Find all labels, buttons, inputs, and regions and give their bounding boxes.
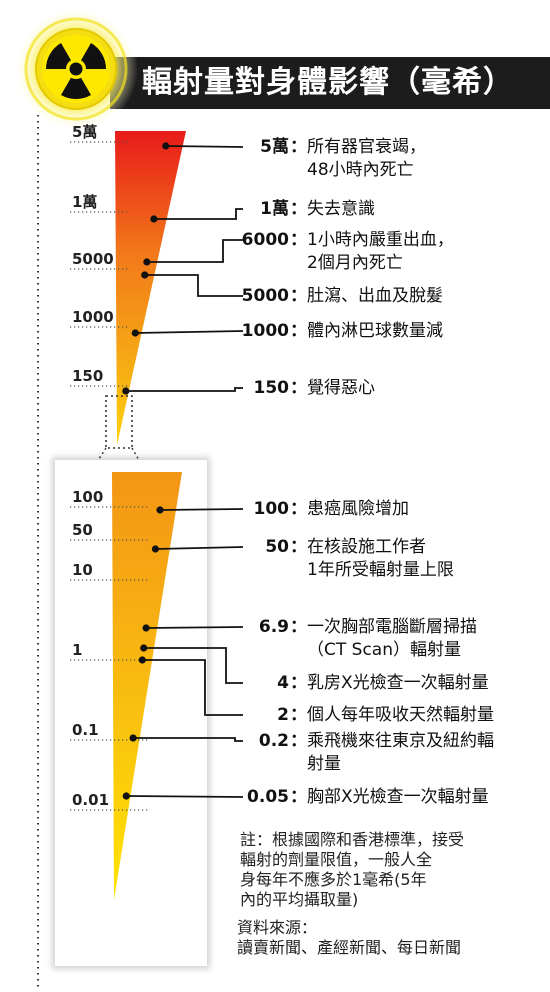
point-colon: ：: [290, 617, 307, 637]
point-colon: ：: [290, 673, 307, 693]
y-tick-label: 1: [72, 641, 82, 659]
connector-line: [142, 659, 243, 716]
connector-line: [146, 239, 243, 263]
data-point: [140, 644, 148, 652]
top-wedge: [115, 131, 186, 445]
data-point: [142, 624, 150, 632]
data-point: [122, 387, 130, 395]
point-value-label: 6000: [242, 230, 289, 250]
point-colon: ：: [290, 137, 307, 157]
point-value-label: 1000: [242, 321, 289, 341]
point-description: 在核設施工作者: [307, 537, 426, 557]
data-point: [131, 329, 139, 337]
data-point: [151, 545, 160, 553]
y-tick-label: 5000: [72, 250, 114, 268]
connector-line: [155, 546, 244, 550]
point-value-label: 100: [254, 499, 290, 519]
zoom-box: [105, 395, 133, 449]
point-description: 胸部X光檢查一次輻射量: [307, 787, 489, 807]
point-description: 48小時內死亡: [307, 160, 414, 180]
point-value-label: 150: [254, 378, 290, 398]
point-description: 患癌風險增加: [307, 499, 409, 519]
chart-title: 輻射量對身體影響（毫希）: [142, 65, 514, 100]
radiation-hazard-icon: [14, 7, 138, 131]
point-colon: ：: [290, 321, 307, 341]
data-point: [129, 734, 137, 742]
connector-line: [133, 737, 243, 742]
point-description: 射量: [307, 754, 341, 774]
data-point: [138, 656, 146, 664]
point-colon: ：: [290, 199, 307, 219]
point-description: 2個月內死亡: [307, 253, 403, 273]
connector-line: [160, 508, 244, 511]
data-point: [150, 215, 158, 223]
connector-line: [146, 626, 244, 629]
point-description: 乳房X光檢查一次輻射量: [307, 673, 489, 693]
bottom-wedge: [112, 472, 182, 900]
point-description: 體內淋巴球數量減: [307, 321, 443, 341]
y-tick-label: 50: [72, 521, 93, 539]
point-colon: ：: [290, 787, 307, 807]
data-point: [141, 271, 149, 279]
point-description: 個人每年吸收天然輻射量: [307, 705, 494, 725]
connector-line: [125, 387, 243, 392]
footnote: 註：根據國際和香港標準，接受 輻射的劑量限值，一般人全 身每年不應多於1毫希(5…: [240, 830, 465, 909]
point-description: （CT Scan）輻射量: [307, 640, 461, 660]
title-bar: [110, 57, 550, 109]
data-source: 資料來源： 讀賣新聞、產經新聞、每日新聞: [237, 918, 462, 957]
point-value-label: 50: [265, 537, 289, 557]
connector-line: [153, 208, 243, 220]
point-value-label: 0.05: [247, 787, 289, 807]
y-tick-label: 10: [72, 561, 93, 579]
connector-line: [144, 274, 243, 297]
y-tick-label: 0.1: [72, 721, 99, 739]
point-value-label: 2: [277, 705, 289, 725]
data-point: [156, 506, 164, 514]
point-colon: ：: [290, 286, 307, 306]
point-description: 乘飛機來往東京及紐約輻: [307, 731, 494, 751]
data-point: [122, 792, 130, 800]
connector-line: [126, 795, 244, 798]
point-colon: ：: [290, 731, 307, 751]
point-description: 所有器官衰竭，: [307, 137, 426, 157]
y-tick-label: 1萬: [72, 193, 97, 211]
data-point: [143, 258, 151, 266]
connector-line: [135, 330, 244, 334]
y-tick-label: 150: [72, 367, 103, 385]
y-tick-label: 5萬: [72, 123, 97, 141]
point-colon: ：: [290, 705, 307, 725]
point-value-label: 6.9: [259, 617, 289, 637]
point-value-label: 0.2: [259, 731, 289, 751]
connector-line: [143, 647, 243, 684]
point-value-label: 5000: [242, 286, 289, 306]
data-point: [162, 142, 170, 150]
point-description: 覺得惡心: [307, 378, 375, 398]
y-tick-label: 100: [72, 488, 103, 506]
point-description: 肚瀉、出血及脫髮: [307, 286, 443, 306]
connector-line: [165, 145, 244, 148]
point-colon: ：: [290, 230, 307, 250]
point-description: 1小時內嚴重出血，: [307, 230, 454, 250]
point-description: 1年所受輻射量上限: [307, 560, 454, 580]
point-value-label: 5萬: [260, 136, 289, 157]
point-description: 一次胸部電腦斷層掃描: [307, 617, 477, 637]
point-colon: ：: [290, 499, 307, 519]
y-tick-label: 1000: [72, 308, 114, 326]
y-tick-label: 0.01: [72, 791, 109, 809]
point-colon: ：: [290, 378, 307, 398]
point-colon: ：: [290, 537, 307, 557]
point-value-label: 1萬: [260, 198, 289, 219]
point-value-label: 4: [277, 673, 289, 693]
point-description: 失去意識: [307, 199, 375, 219]
